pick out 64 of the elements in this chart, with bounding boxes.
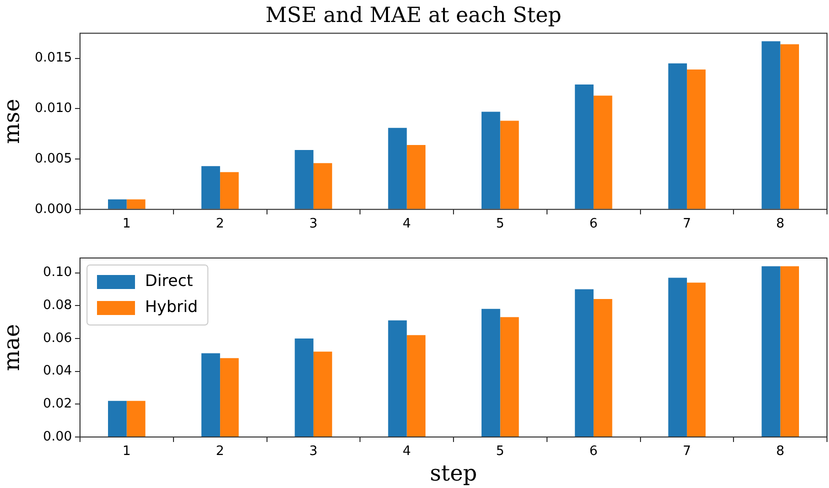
x-axis-title: step xyxy=(430,462,478,487)
y-tick-label: 0.06 xyxy=(43,330,72,346)
bar xyxy=(313,163,332,209)
bar xyxy=(406,144,426,209)
bar xyxy=(574,289,594,436)
bar xyxy=(201,353,220,436)
bar xyxy=(780,44,799,209)
bar xyxy=(294,150,314,209)
x-tick-label: 2 xyxy=(216,444,224,460)
y-tick-label: 0.010 xyxy=(34,101,72,116)
y-tick-label: 0.00 xyxy=(43,429,72,444)
x-tick-label: 8 xyxy=(776,216,784,232)
x-tick-label: 1 xyxy=(122,444,131,460)
bar xyxy=(574,84,594,209)
y-tick-label: 0.10 xyxy=(43,265,72,280)
bar xyxy=(220,172,239,209)
y-axis-title: mse xyxy=(0,98,25,144)
bar xyxy=(294,338,314,436)
legend-label: Hybrid xyxy=(145,297,198,316)
bar xyxy=(500,120,519,209)
bar xyxy=(388,128,407,209)
y-tick-label: 0.02 xyxy=(43,396,72,412)
x-tick-label: 4 xyxy=(402,216,411,232)
legend-label: Direct xyxy=(145,271,193,290)
y-tick-label: 0.015 xyxy=(34,50,72,66)
y-tick-label: 0.000 xyxy=(34,202,72,217)
y-tick-label: 0.04 xyxy=(43,364,72,379)
y-axis-title: mae xyxy=(0,324,25,371)
bar xyxy=(780,266,799,436)
x-tick-label: 3 xyxy=(309,216,318,232)
x-tick-label: 4 xyxy=(402,444,411,460)
x-tick-label: 8 xyxy=(776,444,784,460)
bar xyxy=(126,400,146,436)
y-tick-label: 0.08 xyxy=(43,298,72,313)
bar xyxy=(668,278,687,436)
x-tick-label: 6 xyxy=(589,216,598,232)
x-tick-label: 6 xyxy=(589,444,598,460)
bar xyxy=(482,308,500,436)
bar xyxy=(500,317,519,436)
bar xyxy=(762,41,780,209)
x-tick-label: 7 xyxy=(682,216,692,232)
bar xyxy=(220,358,239,436)
bar xyxy=(108,400,127,436)
bar xyxy=(108,199,127,209)
bar xyxy=(594,299,612,436)
bar xyxy=(126,199,146,209)
y-tick-label: 0.005 xyxy=(34,151,72,166)
x-tick-label: 7 xyxy=(682,444,692,460)
bar xyxy=(201,166,220,209)
x-tick-label: 3 xyxy=(309,444,318,460)
bar xyxy=(668,63,687,209)
bar xyxy=(762,266,780,436)
x-tick-label: 5 xyxy=(496,216,504,232)
x-tick-label: 5 xyxy=(496,444,504,460)
bar xyxy=(406,335,426,436)
bar xyxy=(388,320,407,436)
bar xyxy=(686,69,706,209)
bar xyxy=(594,96,612,209)
bar xyxy=(482,112,500,209)
x-tick-label: 2 xyxy=(216,216,224,232)
x-tick-label: 1 xyxy=(122,216,131,232)
chart-title: MSE and MAE at each Step xyxy=(266,3,562,28)
bar xyxy=(686,282,706,436)
bar xyxy=(313,352,332,436)
